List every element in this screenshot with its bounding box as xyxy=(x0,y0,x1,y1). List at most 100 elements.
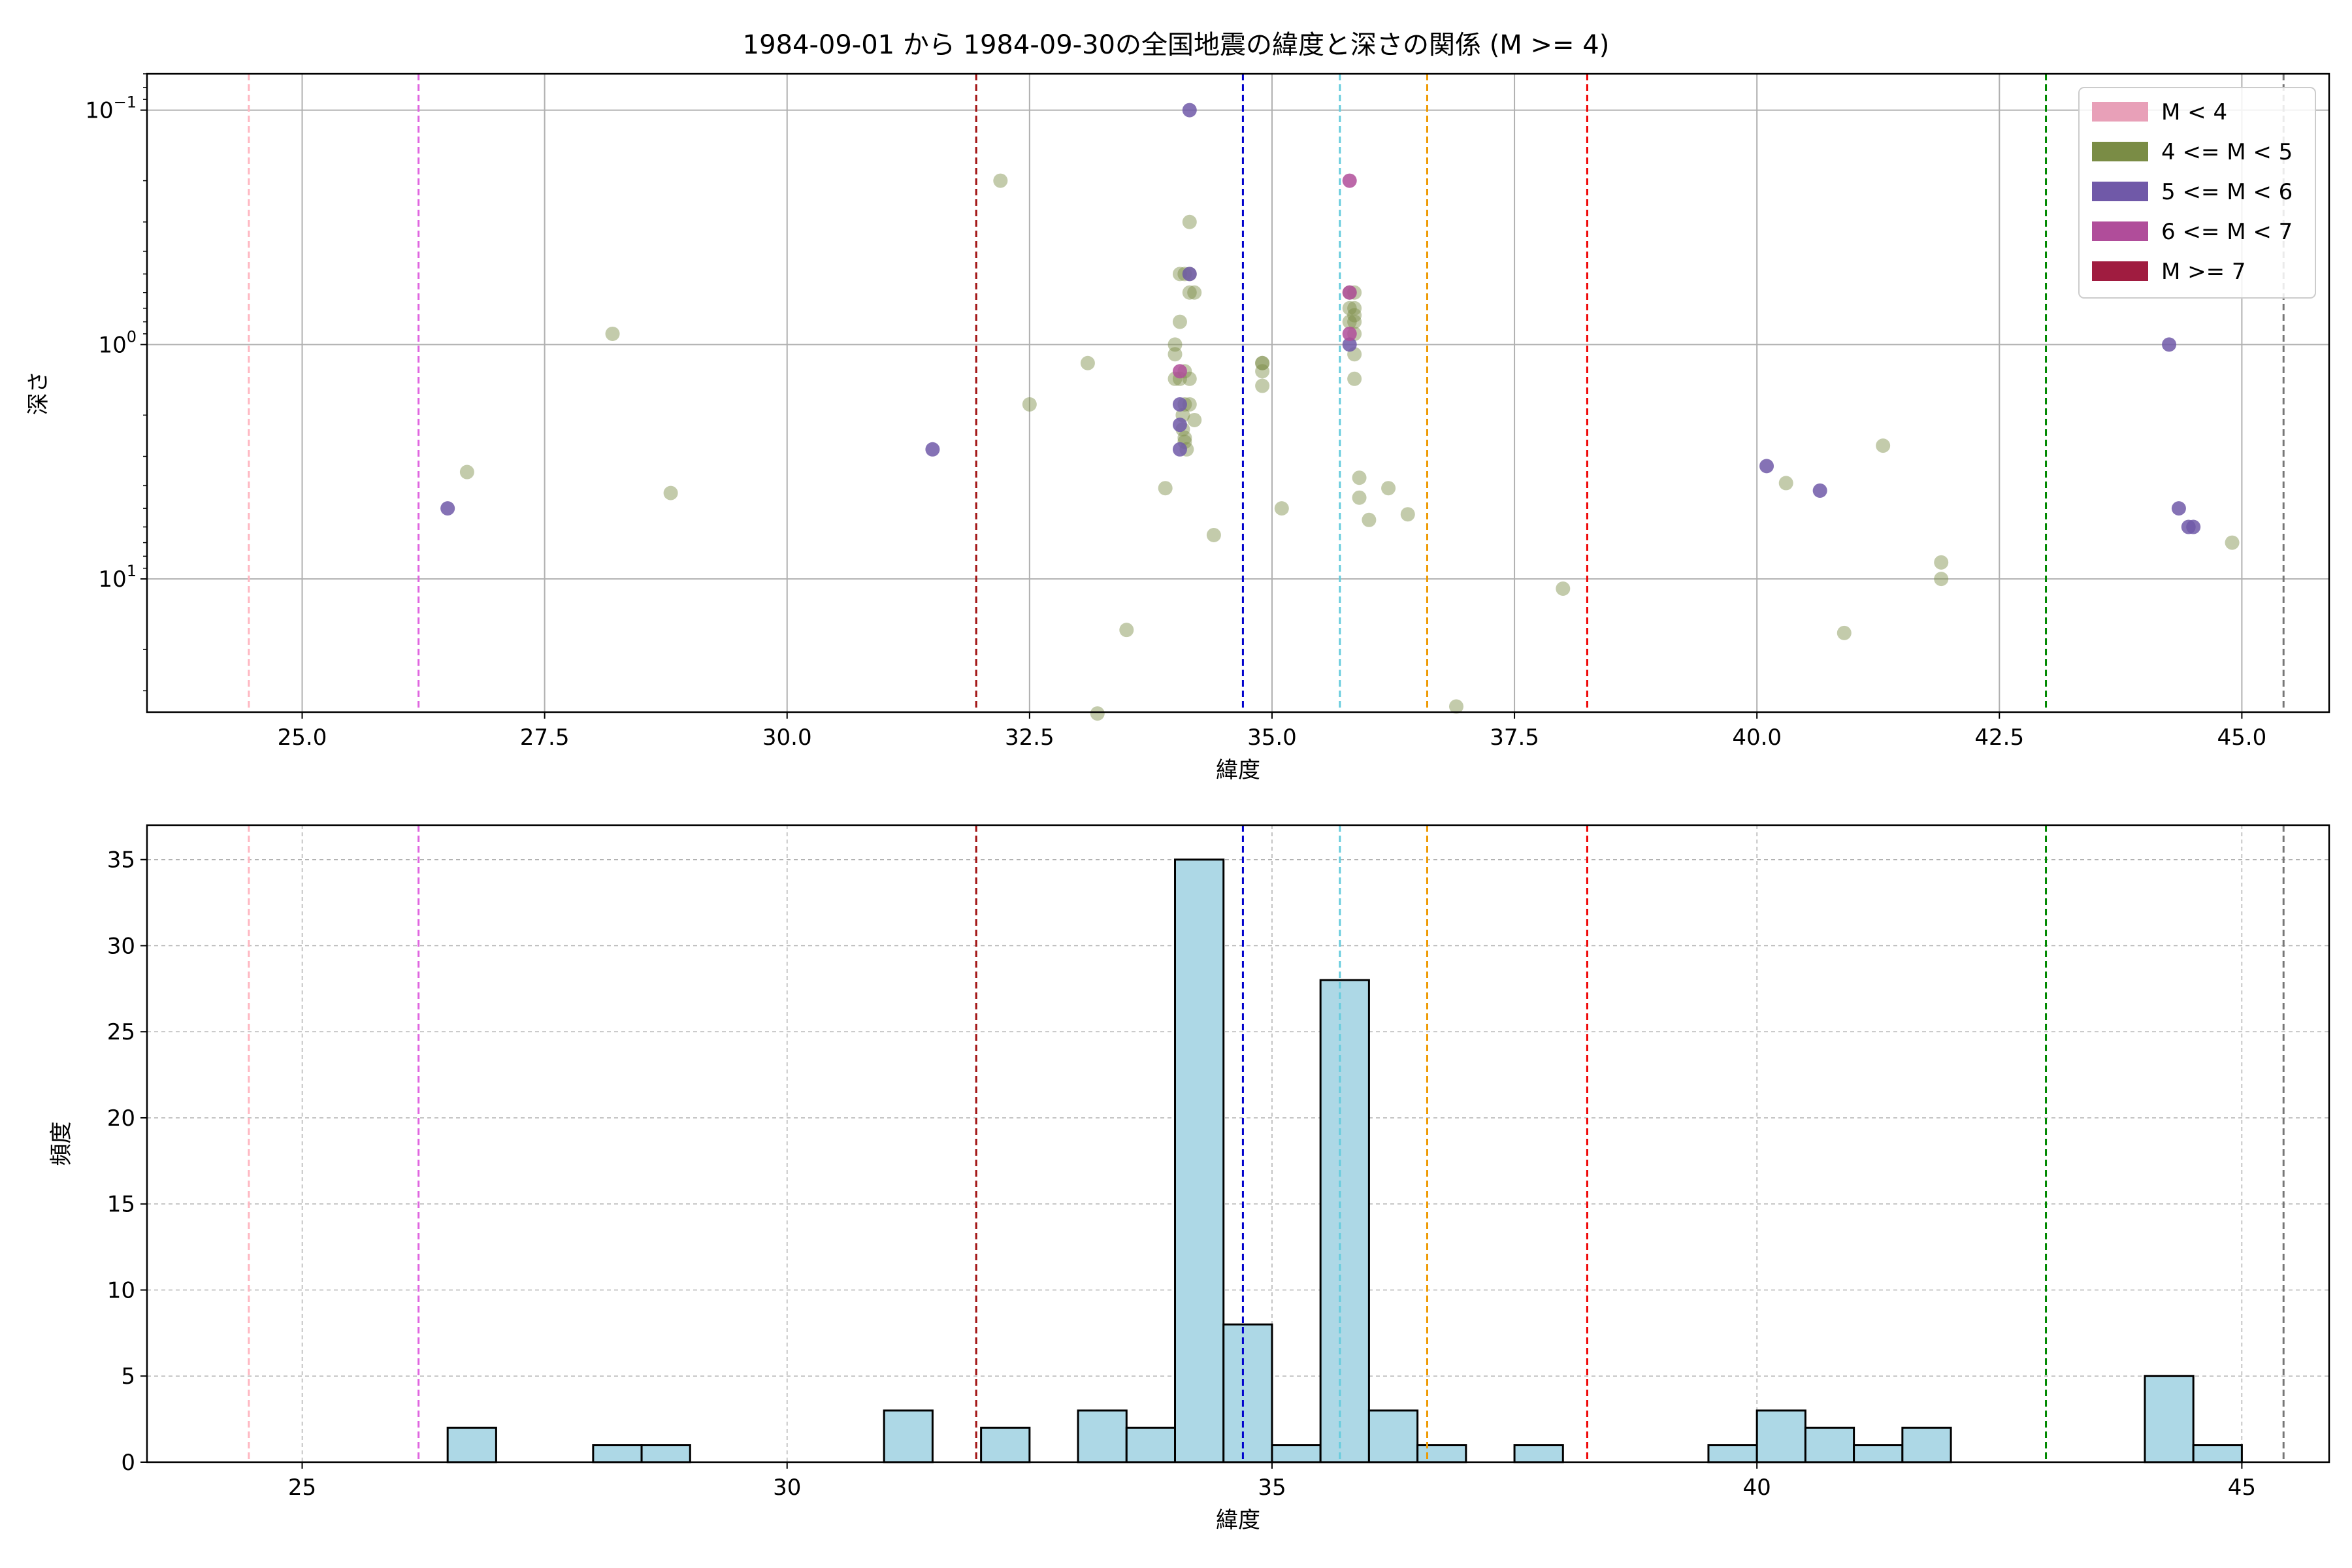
scatter-points xyxy=(440,103,2240,721)
histogram-axes-frame xyxy=(146,824,2330,1463)
scatter-point xyxy=(1177,431,1192,446)
scatter-point xyxy=(1347,371,1362,386)
scatter-point xyxy=(1172,442,1187,457)
legend-label: 4 <= M < 5 xyxy=(2161,139,2293,165)
scatter-point xyxy=(2171,501,2186,516)
scatter-point xyxy=(1206,528,1221,543)
scatter-x-tick-label: 27.5 xyxy=(520,725,570,751)
histogram-bar xyxy=(1174,858,1225,1463)
scatter-point xyxy=(1182,285,1197,300)
scatter-point xyxy=(2186,519,2201,534)
histogram-bar xyxy=(1125,1426,1177,1463)
scatter-point xyxy=(1274,501,1289,516)
scatter-y-tick-label: 100 xyxy=(98,327,137,358)
scatter-x-tick-label: 37.5 xyxy=(1490,725,1539,751)
histogram-bar xyxy=(883,1409,934,1463)
scatter-point xyxy=(459,465,474,480)
histogram-bar xyxy=(1707,1444,1758,1463)
histogram-y-tick-label: 15 xyxy=(107,1192,135,1218)
scatter-point xyxy=(1934,572,1949,587)
histogram-bar xyxy=(592,1444,643,1463)
scatter-point xyxy=(1080,355,1095,370)
legend-swatch xyxy=(2092,102,2148,122)
histogram-x-tick-label: 25 xyxy=(288,1475,316,1501)
histogram-y-tick-label: 35 xyxy=(107,847,135,874)
scatter-point xyxy=(1342,301,1357,316)
scatter-axes-frame xyxy=(146,73,2330,713)
legend-label: M < 4 xyxy=(2161,99,2227,125)
histogram-bars xyxy=(446,858,2243,1463)
histogram-x-axis-label: 緯度 xyxy=(1216,1507,1260,1533)
histogram-y-tick-label: 10 xyxy=(107,1277,135,1303)
scatter-point xyxy=(1352,490,1367,505)
scatter-point xyxy=(2162,337,2177,352)
legend-swatch xyxy=(2092,142,2148,161)
scatter-point xyxy=(1352,470,1367,485)
histogram-bar xyxy=(640,1444,691,1463)
histogram-y-tick-label: 5 xyxy=(121,1364,135,1390)
scatter-point xyxy=(1172,314,1187,329)
scatter-point xyxy=(1022,397,1037,412)
histogram-bar xyxy=(1756,1409,1806,1463)
scatter-point xyxy=(1556,581,1571,596)
scatter-point xyxy=(605,326,620,341)
histogram-y-tick-label: 20 xyxy=(107,1105,135,1132)
histogram-bar xyxy=(1271,1444,1322,1463)
histogram-x-tick-label: 35 xyxy=(1258,1475,1286,1501)
scatter-point xyxy=(1187,285,1202,300)
histogram-bar xyxy=(446,1426,497,1463)
scatter-point xyxy=(1362,512,1377,527)
histogram-bar xyxy=(1416,1444,1467,1463)
scatter-point xyxy=(1342,314,1357,329)
histogram-x-tick-label: 45 xyxy=(2228,1475,2256,1501)
scatter-point xyxy=(1187,412,1202,427)
scatter-point xyxy=(1347,301,1362,316)
histogram-bar xyxy=(1367,1409,1419,1463)
scatter-point xyxy=(1255,378,1270,393)
scatter-point xyxy=(440,501,455,516)
scatter-legend: M < 4 4 <= M < 5 5 <= M < 6 6 <= M < 7 M >= … xyxy=(2078,87,2316,299)
histogram-panel: 25 30 35 40 45 0 5 10 15 20 25 30 35 緯度 頻度 xyxy=(48,824,2330,1533)
scatter-point xyxy=(2225,535,2240,550)
histogram-y-tick-label: 25 xyxy=(107,1019,135,1045)
histogram-y-tick-label: 30 xyxy=(107,933,135,959)
scatter-panel: 25.0 27.5 30.0 32.5 35.0 37.5 40.0 42.5 45.0 10−1… xyxy=(25,73,2330,783)
scatter-point xyxy=(1342,326,1357,341)
legend-label: 5 <= M < 6 xyxy=(2161,179,2293,205)
scatter-y-axis-label: 深さ xyxy=(25,371,52,416)
scatter-point xyxy=(1119,623,1134,638)
histogram-x-tick-label: 30 xyxy=(773,1475,801,1501)
scatter-point xyxy=(1778,476,1793,491)
scatter-point xyxy=(1182,214,1197,229)
legend-swatch xyxy=(2092,261,2148,281)
scatter-x-tick-label: 40.0 xyxy=(1732,725,1782,751)
scatter-point xyxy=(1168,347,1183,362)
legend-swatch xyxy=(2092,182,2148,201)
scatter-point xyxy=(993,173,1008,188)
scatter-point xyxy=(1759,459,1774,474)
scatter-point xyxy=(1342,285,1357,300)
histogram-bar xyxy=(1804,1426,1855,1463)
scatter-point xyxy=(1255,364,1270,379)
scatter-point xyxy=(1342,337,1357,352)
scatter-point xyxy=(1158,481,1173,496)
scatter-x-axis-label: 緯度 xyxy=(1216,757,1260,783)
scatter-ticks: 25.0 27.5 30.0 32.5 35.0 37.5 40.0 42.5 45.0 10−1… xyxy=(85,73,2266,751)
scatter-point xyxy=(1812,483,1827,498)
scatter-x-tick-label: 35.0 xyxy=(1247,725,1297,751)
histogram-bar xyxy=(2192,1444,2243,1463)
scatter-x-tick-label: 32.5 xyxy=(1005,725,1054,751)
scatter-point xyxy=(925,442,940,457)
scatter-point xyxy=(1090,706,1105,721)
histogram-bar xyxy=(1222,1323,1273,1463)
legend-box xyxy=(2078,87,2316,299)
scatter-point xyxy=(1255,355,1270,370)
legend-label: 6 <= M < 7 xyxy=(2161,219,2293,245)
scatter-point xyxy=(1449,699,1463,714)
histogram-bar xyxy=(980,1426,1031,1463)
scatter-point xyxy=(1876,438,1891,453)
scatter-point xyxy=(1255,355,1270,370)
histogram-bar xyxy=(1077,1409,1128,1463)
figure-title: 1984-09-01 から 1984-09-30の全国地震の緯度と深さの関係 (… xyxy=(743,30,1610,60)
histogram-y-axis-label: 頻度 xyxy=(48,1122,74,1166)
